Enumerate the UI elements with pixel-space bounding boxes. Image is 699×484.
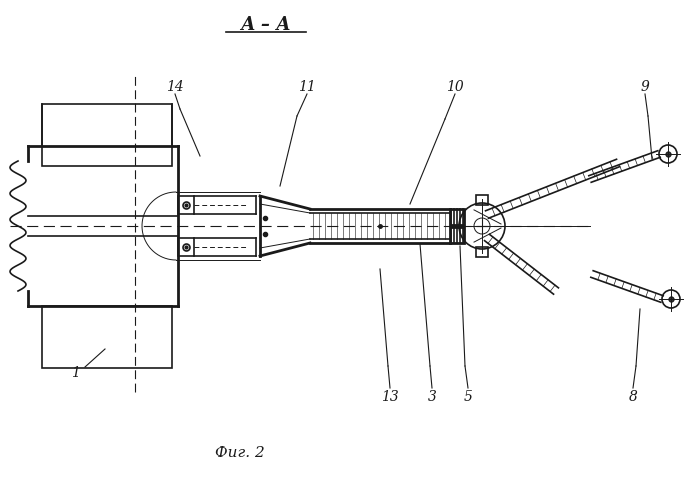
Text: 14: 14: [166, 80, 184, 94]
Bar: [450, 227, 464, 243]
Text: 10: 10: [446, 80, 464, 94]
Text: 1: 1: [71, 365, 80, 379]
Text: 11: 11: [298, 80, 316, 94]
Bar: [42, 105, 172, 166]
Text: 3: 3: [428, 389, 436, 403]
Text: А – А: А – А: [240, 16, 290, 34]
Text: 13: 13: [381, 389, 399, 403]
Text: 9: 9: [640, 80, 649, 94]
Bar: [42, 306, 172, 368]
Bar: [450, 210, 464, 226]
Bar: [476, 196, 488, 206]
Text: Фиг. 2: Фиг. 2: [215, 445, 265, 459]
Bar: [178, 197, 194, 214]
Text: 8: 8: [628, 389, 637, 403]
Text: 5: 5: [463, 389, 473, 403]
Bar: [178, 239, 194, 257]
Bar: [476, 247, 488, 257]
